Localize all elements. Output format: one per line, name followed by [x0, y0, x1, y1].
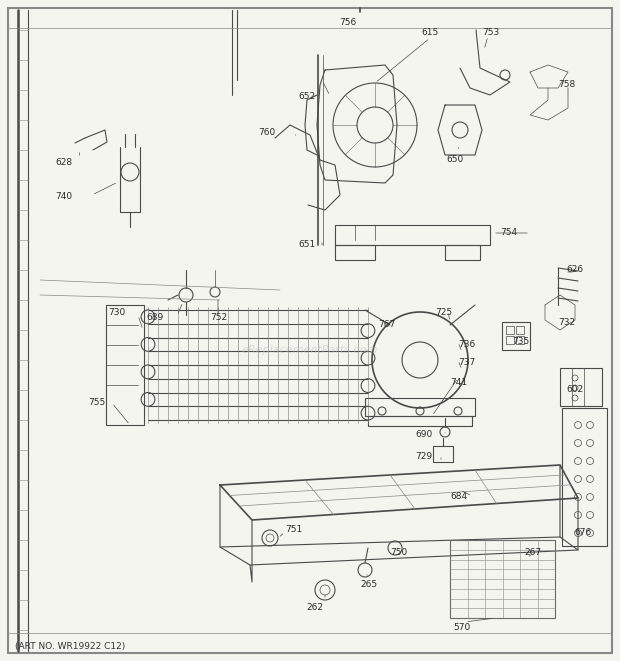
Text: 753: 753 — [482, 28, 499, 37]
Text: 737: 737 — [458, 358, 476, 367]
Text: 729: 729 — [415, 452, 432, 461]
Text: 735: 735 — [512, 337, 529, 346]
Text: 750: 750 — [390, 548, 407, 557]
Text: 684: 684 — [450, 492, 467, 501]
Text: 754: 754 — [500, 228, 517, 237]
Text: 602: 602 — [566, 385, 583, 394]
Bar — [502, 322, 530, 350]
Text: 741: 741 — [450, 378, 467, 387]
Text: 689: 689 — [146, 313, 164, 322]
Text: 615: 615 — [422, 28, 438, 37]
Text: 732: 732 — [558, 318, 575, 327]
Bar — [106, 305, 144, 425]
Bar — [365, 398, 475, 416]
Bar — [506, 336, 514, 344]
Text: 628: 628 — [55, 158, 72, 167]
Text: 262: 262 — [306, 603, 324, 612]
Text: 758: 758 — [558, 80, 575, 89]
Text: (ART NO. WR19922 C12): (ART NO. WR19922 C12) — [15, 642, 125, 652]
Text: 752: 752 — [210, 313, 227, 322]
Bar — [516, 326, 524, 334]
Text: 725: 725 — [435, 308, 452, 317]
Text: 267: 267 — [524, 548, 541, 557]
Bar — [516, 336, 524, 344]
Text: 767: 767 — [378, 320, 396, 329]
Bar — [335, 225, 490, 245]
Text: 740: 740 — [55, 192, 72, 201]
Text: 650: 650 — [446, 155, 464, 164]
Bar — [433, 446, 453, 462]
Text: 736: 736 — [458, 340, 476, 349]
Bar — [506, 326, 514, 334]
Text: 651: 651 — [298, 240, 315, 249]
Bar — [335, 245, 375, 260]
Text: 676: 676 — [574, 528, 591, 537]
Bar — [562, 408, 607, 546]
Text: 265: 265 — [360, 580, 377, 589]
Text: 751: 751 — [285, 525, 303, 534]
Text: eReplacementParts.com: eReplacementParts.com — [242, 345, 378, 356]
Bar — [445, 245, 480, 260]
Text: 570: 570 — [453, 623, 471, 632]
Text: 690: 690 — [415, 430, 432, 439]
Bar — [368, 416, 472, 426]
Text: 756: 756 — [339, 18, 356, 27]
Bar — [450, 540, 555, 618]
Text: 755: 755 — [88, 398, 105, 407]
Text: 730: 730 — [108, 308, 125, 317]
Bar — [560, 368, 602, 406]
Text: 652: 652 — [298, 92, 315, 101]
Text: 626: 626 — [566, 265, 583, 274]
Text: 760: 760 — [258, 128, 275, 137]
